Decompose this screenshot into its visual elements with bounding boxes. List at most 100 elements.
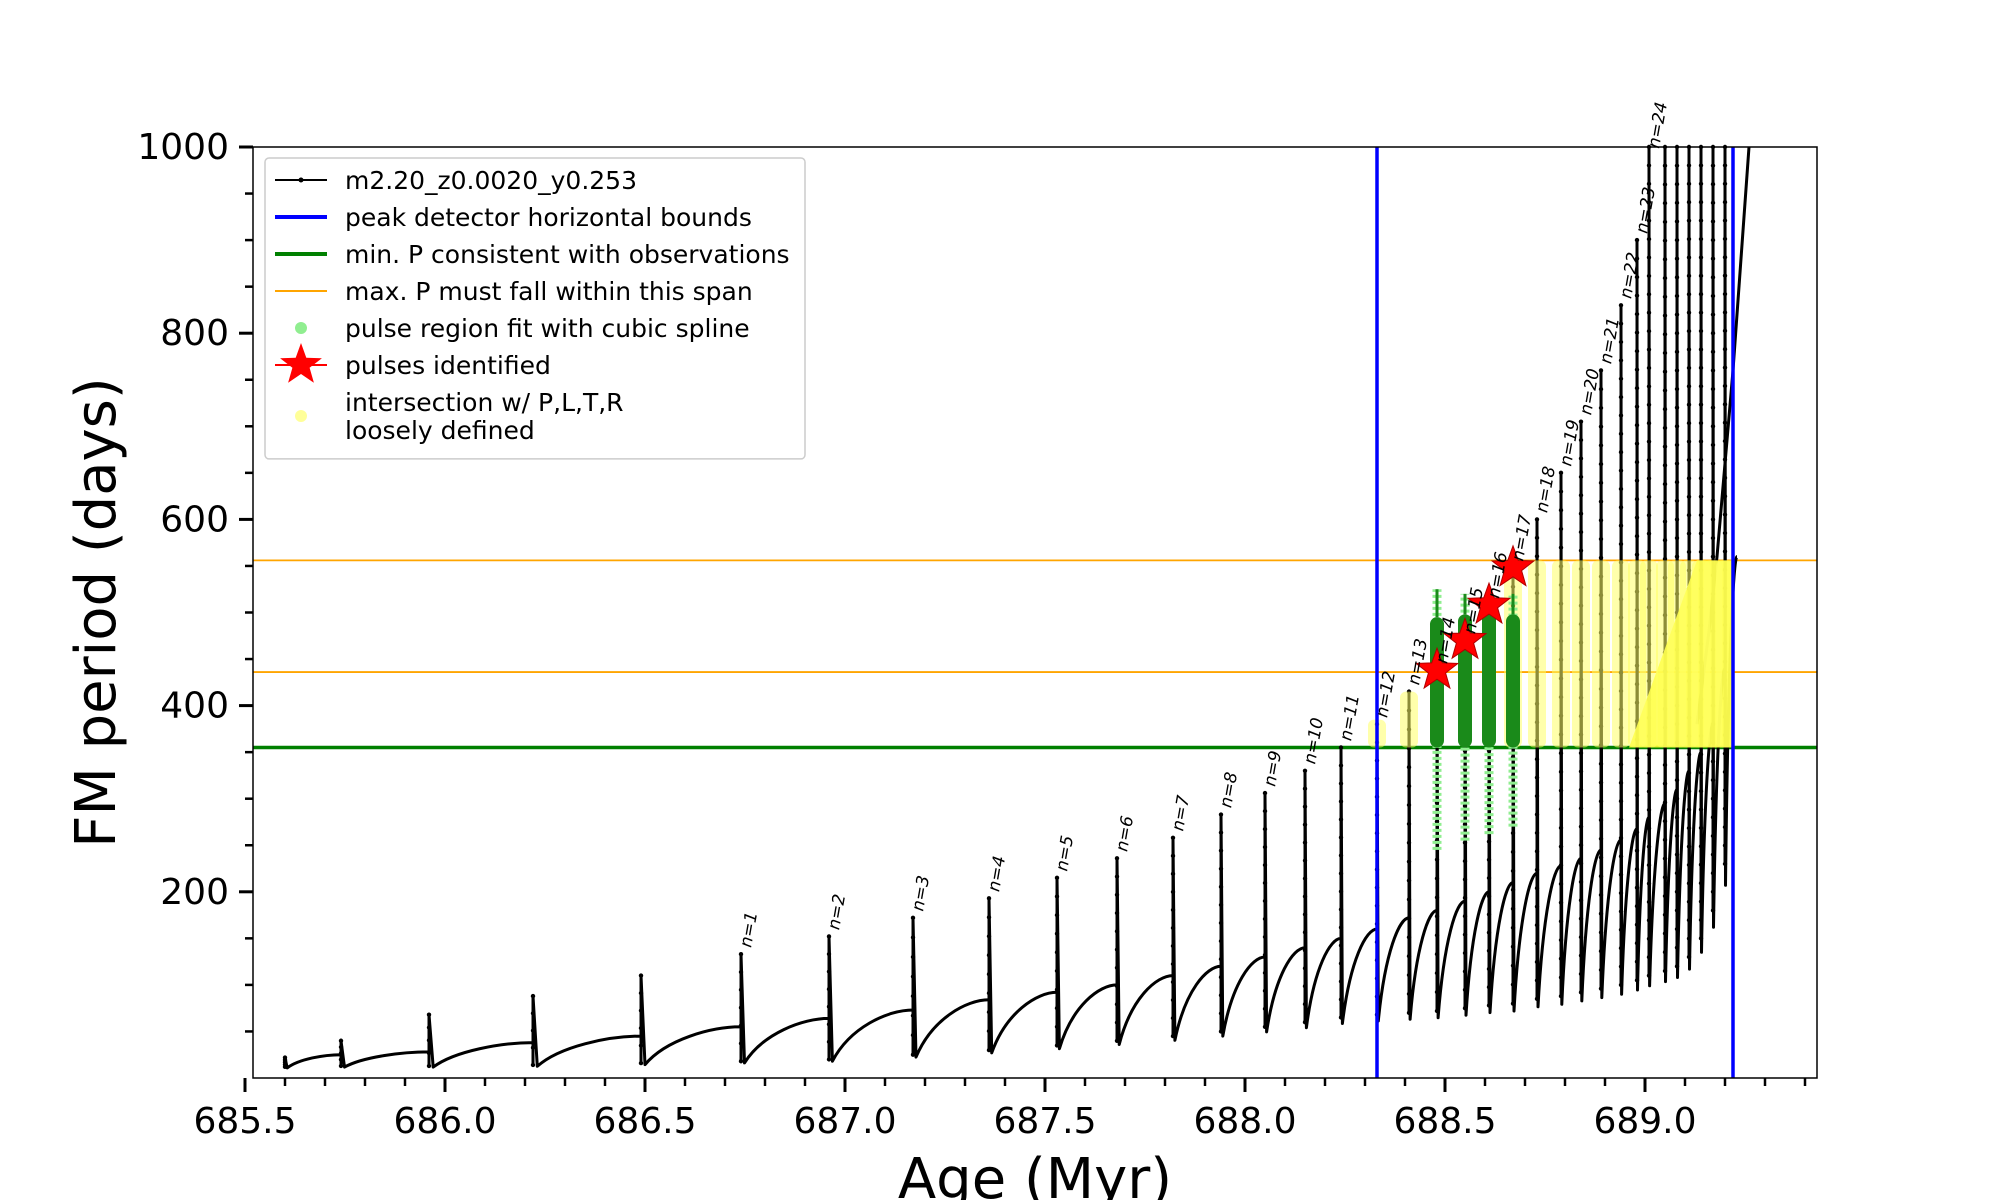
track-point [1710, 852, 1716, 857]
track-point [1662, 369, 1668, 374]
track-point [1486, 984, 1492, 990]
track-point [1262, 934, 1268, 940]
track-point [1646, 328, 1652, 334]
track-point [1686, 255, 1692, 260]
track-point [1722, 769, 1728, 775]
track-point [1646, 531, 1652, 536]
track-point [1054, 968, 1060, 974]
track-point [1578, 953, 1584, 958]
track-point [1338, 853, 1344, 858]
track-point [1662, 931, 1668, 936]
track-point [1698, 531, 1704, 536]
track-point [1634, 459, 1640, 465]
track-point [1722, 806, 1728, 811]
track-point [1170, 925, 1176, 931]
track-point [738, 1041, 744, 1046]
track-point [1170, 889, 1176, 895]
track-point [1710, 815, 1716, 820]
track-point [1662, 294, 1668, 300]
track-point [1618, 872, 1624, 877]
track-point [1302, 804, 1308, 809]
track-point [1510, 925, 1516, 930]
legend-item-4: pulse region fit with cubic spline [295, 314, 750, 343]
track-point [1170, 961, 1176, 967]
track-point [1674, 442, 1680, 448]
track-point [1686, 789, 1692, 794]
axes: 685.5 686.0 686.5 687.0 687.5 688.0 688.5 689.0… [137, 127, 1807, 1142]
track-point [1722, 291, 1728, 297]
track-point [1598, 836, 1604, 841]
track-point [638, 1043, 644, 1048]
track-point [1618, 450, 1624, 455]
track-point [1262, 826, 1268, 832]
track-point [1710, 237, 1716, 243]
track-point [1634, 774, 1640, 779]
track-point [1302, 858, 1308, 863]
track-point [1662, 200, 1668, 206]
track-point [1698, 862, 1704, 867]
track-point [1434, 1008, 1440, 1014]
legend-item-2: min. P consistent with observations [275, 240, 790, 269]
track-point [986, 1009, 992, 1015]
track-point [1558, 508, 1564, 513]
track-point [1662, 950, 1668, 955]
track-point [1114, 1002, 1120, 1007]
track-point [1558, 881, 1564, 887]
track-point [1634, 959, 1640, 964]
track-point [1710, 219, 1716, 224]
track-point [1674, 815, 1680, 820]
track-point [1662, 556, 1668, 562]
track-point [1710, 442, 1716, 448]
track-point [1710, 498, 1716, 503]
track-point [1618, 376, 1624, 381]
track-point [1686, 218, 1692, 223]
track-point [1558, 526, 1564, 532]
track-point [826, 986, 832, 992]
track-point [1662, 500, 1668, 505]
track-point [1698, 936, 1704, 941]
track-point [986, 915, 992, 920]
track-point [1618, 890, 1624, 896]
track-point [1662, 781, 1668, 786]
track-point [1662, 313, 1668, 318]
track-point [986, 990, 992, 996]
track-point [1262, 790, 1268, 796]
track-point [1662, 875, 1668, 880]
track-point [1114, 892, 1120, 897]
track-point [1634, 867, 1640, 872]
track-point [1302, 840, 1308, 845]
track-point [1618, 523, 1624, 528]
track-point [1578, 548, 1584, 553]
track-point [826, 934, 832, 939]
track-point [1302, 912, 1308, 917]
track-point [1578, 934, 1584, 940]
legend-item-5: pulses identified [275, 343, 551, 383]
intersection-region-4 [1552, 560, 1570, 748]
track-point [1598, 518, 1604, 523]
track-point [1338, 1015, 1344, 1020]
track-point [1262, 988, 1268, 994]
track-point [1338, 979, 1344, 984]
track-point [1434, 895, 1440, 900]
track-point [1406, 953, 1412, 959]
track-point [1698, 825, 1704, 831]
track-point [1634, 478, 1640, 483]
track-point [1462, 877, 1468, 882]
track-point [1698, 457, 1704, 463]
track-point [1578, 493, 1584, 498]
track-point [1662, 257, 1668, 262]
track-point [1578, 898, 1584, 903]
track-point [1674, 405, 1680, 410]
track-point [1646, 163, 1652, 168]
legend-label-6: intersection w/ P,L,T,R [345, 388, 624, 417]
track-point [1406, 783, 1412, 789]
track-point [1618, 358, 1624, 363]
track-point [1218, 848, 1224, 853]
track-point [1674, 200, 1680, 206]
track-point [1722, 255, 1728, 260]
track-point [1674, 945, 1680, 950]
track-point [1534, 775, 1540, 780]
track-point [1686, 899, 1692, 904]
track-point [1710, 256, 1716, 261]
track-point [1662, 444, 1668, 449]
